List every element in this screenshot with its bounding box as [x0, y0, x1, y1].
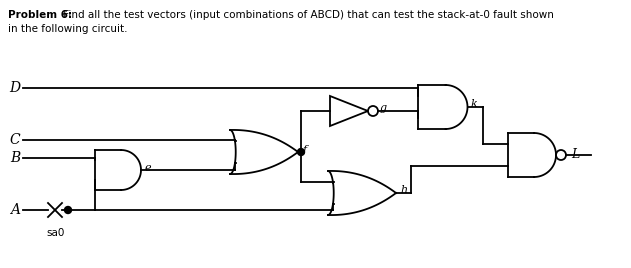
Circle shape [297, 148, 305, 155]
Text: L: L [571, 148, 579, 162]
Text: C: C [9, 133, 20, 147]
Text: Find all the test vectors (input combinations of ABCD) that can test the stack-a: Find all the test vectors (input combina… [60, 10, 554, 20]
Text: e: e [145, 163, 151, 173]
Text: h: h [400, 185, 407, 195]
Circle shape [64, 207, 71, 214]
Text: sa0: sa0 [47, 228, 65, 238]
Text: B: B [10, 151, 20, 165]
Text: A: A [10, 203, 20, 217]
Text: Problem 6:: Problem 6: [8, 10, 72, 20]
Text: f: f [303, 145, 307, 155]
Text: g: g [380, 103, 387, 113]
Text: D: D [9, 81, 21, 95]
Text: in the following circuit.: in the following circuit. [8, 24, 127, 34]
Text: k: k [471, 99, 477, 109]
